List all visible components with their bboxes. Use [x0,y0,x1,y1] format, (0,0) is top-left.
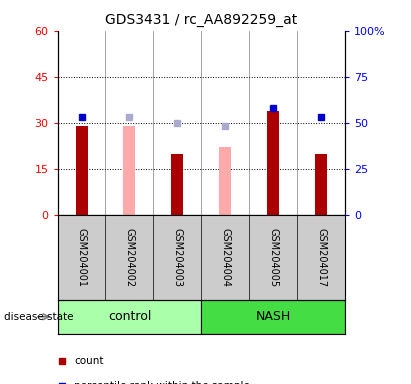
Text: GSM204001: GSM204001 [76,228,86,287]
Title: GDS3431 / rc_AA892259_at: GDS3431 / rc_AA892259_at [105,13,298,27]
Text: GSM204017: GSM204017 [316,228,326,287]
Bar [315,154,327,215]
Text: control: control [108,310,151,323]
Bar [58,300,201,334]
Bar [76,126,88,215]
Bar [123,126,136,215]
Text: disease state: disease state [4,312,74,322]
Bar [171,154,183,215]
Text: percentile rank within the sample: percentile rank within the sample [74,381,250,384]
Bar [267,111,279,215]
Text: GSM204003: GSM204003 [173,228,182,287]
Bar [219,147,231,215]
Text: GSM204002: GSM204002 [125,228,134,287]
Text: GSM204004: GSM204004 [220,228,230,287]
Text: GSM204005: GSM204005 [268,228,278,287]
Bar [201,300,345,334]
Text: count: count [74,356,104,366]
Text: NASH: NASH [256,310,291,323]
